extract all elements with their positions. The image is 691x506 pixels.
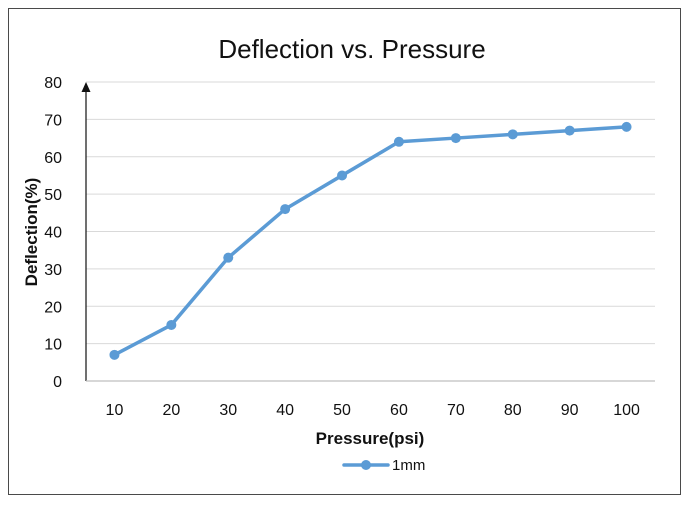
- data-point: [166, 319, 177, 330]
- chart-title: Deflection vs. Pressure: [218, 34, 485, 64]
- y-axis-arrowhead: [81, 82, 91, 92]
- x-axis-label: Pressure(psi): [316, 429, 425, 448]
- x-tick-label: 60: [390, 402, 408, 419]
- y-axis-label: Deflection(%): [22, 178, 41, 287]
- y-tick-label: 30: [44, 262, 62, 279]
- data-point: [564, 125, 575, 136]
- y-tick-label: 20: [44, 299, 62, 316]
- data-point: [393, 136, 404, 147]
- x-tick-label: 20: [162, 402, 180, 419]
- x-tick-label: 10: [106, 402, 124, 419]
- gridlines: [86, 81, 655, 345]
- data-point: [280, 204, 291, 215]
- x-tick-label: 100: [613, 402, 640, 419]
- x-tick-label: 80: [504, 402, 522, 419]
- x-tick-label: 70: [447, 402, 465, 419]
- x-axis: 10 20 30 40 50 60 70 80 90 100: [86, 380, 655, 419]
- x-tick-label: 50: [333, 402, 351, 419]
- x-tick-label: 40: [276, 402, 294, 419]
- legend-marker-1mm: [361, 460, 371, 470]
- y-tick-label: 50: [44, 187, 62, 204]
- y-tick-label: 60: [44, 150, 62, 167]
- data-point: [223, 252, 234, 263]
- y-tick-label: 40: [44, 225, 62, 242]
- y-tick-label: 70: [44, 112, 62, 129]
- y-tick-label: 10: [44, 337, 62, 354]
- data-point: [109, 349, 120, 360]
- data-point: [621, 121, 632, 132]
- data-point: [507, 129, 518, 140]
- x-tick-label: 30: [219, 402, 237, 419]
- series-group: [109, 121, 632, 360]
- chart-frame: [8, 8, 681, 495]
- series-line-1mm: [112, 125, 629, 357]
- data-point: [450, 133, 461, 144]
- x-tick-label: 90: [561, 402, 579, 419]
- legend: 1mm: [342, 457, 425, 474]
- data-point: [337, 170, 348, 181]
- y-axis: 0 10 20 30 40 50 60 70 80: [44, 75, 91, 391]
- legend-label-1mm: 1mm: [392, 457, 425, 474]
- y-tick-label: 80: [44, 75, 62, 92]
- y-tick-label: 0: [53, 374, 62, 391]
